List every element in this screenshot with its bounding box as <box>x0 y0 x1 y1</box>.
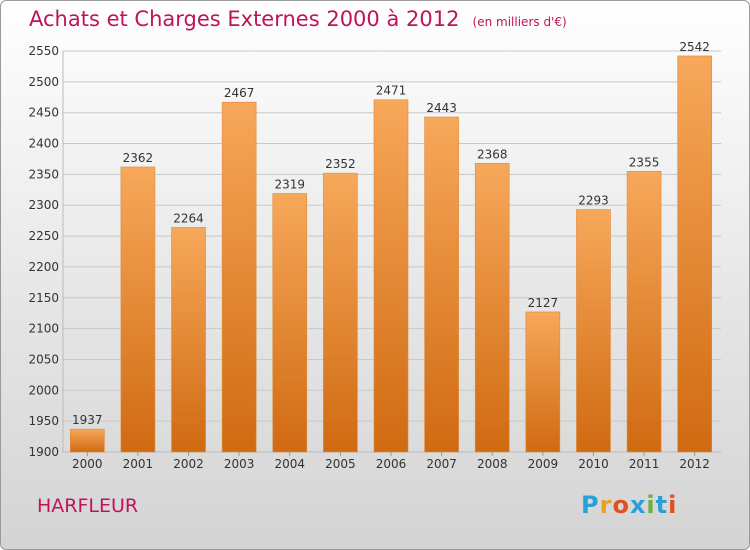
data-label: 2127 <box>528 296 559 310</box>
y-tick-label: 2500 <box>28 75 59 89</box>
bar <box>576 209 611 453</box>
y-tick-label: 2400 <box>28 137 59 151</box>
logo-letter: i <box>646 491 656 519</box>
y-tick-label: 2250 <box>28 229 59 243</box>
x-tick-label: 2004 <box>274 457 305 471</box>
logo-letter: o <box>612 491 630 519</box>
bar <box>70 428 105 453</box>
x-tick-label: 2009 <box>528 457 559 471</box>
data-label: 2471 <box>376 84 407 98</box>
logo-letter: i <box>668 491 678 519</box>
y-tick-label: 2100 <box>28 322 59 336</box>
bar <box>424 116 459 453</box>
y-tick-label: 2300 <box>28 198 59 212</box>
bar <box>272 193 308 453</box>
x-tick-label: 2001 <box>123 457 154 471</box>
data-label: 2542 <box>679 40 710 54</box>
data-label: 2264 <box>173 211 204 225</box>
data-label: 1937 <box>72 413 103 427</box>
x-tick-label: 2007 <box>426 457 457 471</box>
city-name: HARFLEUR <box>37 495 139 517</box>
data-label: 2362 <box>123 151 154 165</box>
data-label: 2319 <box>274 178 305 192</box>
x-tick-label: 2012 <box>679 457 710 471</box>
x-tick-label: 2008 <box>477 457 508 471</box>
x-tick-label: 2006 <box>376 457 407 471</box>
bar <box>677 55 712 453</box>
bar <box>626 171 662 453</box>
chart-unit: (en milliers d'€) <box>472 15 567 29</box>
x-tick-label: 2002 <box>173 457 204 471</box>
y-tick-label: 1900 <box>28 445 59 459</box>
y-tick-label: 2150 <box>28 291 59 305</box>
y-tick-label: 2000 <box>28 383 59 397</box>
x-tick-label: 2011 <box>629 457 660 471</box>
y-tick-label: 1950 <box>28 414 59 428</box>
y-axis: 1900 1950 2000 2050 2100 2150 2200 2250 2300 2350… <box>28 44 59 459</box>
bars: 1937 2362 2264 2467 2319 2352 2471 2443 2368 2127… <box>70 40 712 453</box>
data-label: 2355 <box>629 155 660 169</box>
logo-letter: r <box>599 491 613 519</box>
logo-letter: t <box>655 491 669 519</box>
data-label: 2443 <box>426 101 457 115</box>
data-label: 2467 <box>224 86 255 100</box>
chart-title: Achats et Charges Externes 2000 à 2012 (… <box>29 7 567 31</box>
x-tick-label: 2005 <box>325 457 356 471</box>
x-tick-label: 2003 <box>224 457 255 471</box>
bar <box>474 162 510 453</box>
y-tick-label: 2200 <box>28 260 59 274</box>
x-tick-label: 2000 <box>72 457 103 471</box>
x-tick-label: 2010 <box>578 457 609 471</box>
bar <box>373 99 409 453</box>
x-axis: 2000 2001 2002 2003 2004 2005 2006 2007 2008 2009… <box>72 452 710 471</box>
bar <box>221 101 257 453</box>
y-tick-label: 2350 <box>28 167 59 181</box>
data-label: 2293 <box>578 194 609 208</box>
bar <box>171 227 206 453</box>
logo-letter: P <box>581 491 600 519</box>
logo-letter: x <box>629 491 647 519</box>
bar <box>120 166 156 453</box>
data-label: 2352 <box>325 157 356 171</box>
y-tick-label: 2450 <box>28 106 59 120</box>
y-tick-label: 2550 <box>28 44 59 58</box>
proxiti-logo: Proxiti <box>581 491 677 519</box>
y-tick-label: 2050 <box>28 352 59 366</box>
chart-title-main: Achats et Charges Externes 2000 à 2012 <box>29 7 460 31</box>
bar <box>323 172 358 453</box>
data-label: 2368 <box>477 147 508 161</box>
bar <box>525 311 561 453</box>
